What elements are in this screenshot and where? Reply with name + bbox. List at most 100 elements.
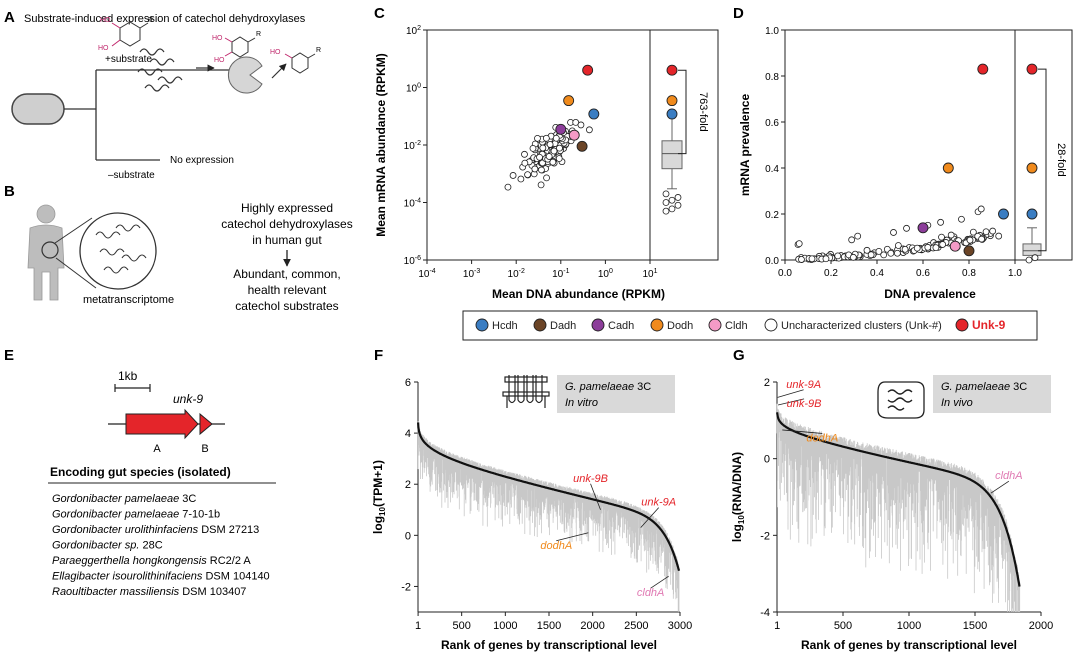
b-text-2: catechol dehydroxylases [221, 217, 352, 231]
y-tick-d: 0.4 [765, 164, 779, 175]
cluster-point [849, 253, 857, 261]
legend-label: Hcdh [492, 320, 518, 332]
cluster-point [517, 175, 525, 183]
x-tick-c: 10-3 [463, 268, 480, 280]
annotation-leader [777, 398, 805, 406]
y-tick-c: 10-2 [404, 140, 421, 152]
intestine-icon [877, 381, 925, 419]
panel-a: A Substrate-induced expression of catech… [4, 9, 321, 181]
metatranscriptome-label: metatranscriptome [83, 294, 174, 306]
cluster-point [556, 144, 563, 152]
legend-label: Dodh [667, 320, 693, 332]
gut-zoom-circle [41, 241, 59, 259]
fold-label-d: 28-fold [1055, 143, 1067, 177]
cluster-point [834, 252, 842, 260]
panel-d: D 0.0 0.2 0.4 0.6 0.8 1.0 0.0 0.2 0.4 0.6 0.8 1.0 DN… [733, 5, 1073, 301]
legend-label: Unk-9 [972, 318, 1006, 332]
panel-e-letter: E [4, 347, 14, 364]
box-outlier [1025, 256, 1033, 264]
y-axis-label: log10(TPM+1) [371, 460, 387, 534]
cluster-point [798, 256, 805, 263]
gene-annotation-dodhA: dodhA [540, 540, 572, 552]
x-axis-label-c: Mean DNA abundance (RPKM) [492, 287, 665, 301]
annotation-leader [777, 389, 804, 398]
x-tick-d: 0.2 [824, 268, 838, 279]
legend-swatch [533, 318, 547, 332]
y-axis-label-d: mRNA prevalence [738, 94, 752, 197]
cluster-point [536, 153, 543, 161]
replicate-range [417, 421, 680, 612]
y-tick: -4 [760, 607, 770, 619]
highlight-point-hcdh [998, 208, 1009, 220]
cluster-point [863, 246, 871, 254]
fold-bracket-c [678, 69, 687, 155]
species-item: Ellagibacter isourolithinifaciens DSM 10… [52, 571, 270, 583]
catechol-molecule-icon [111, 21, 149, 47]
cluster-point [808, 255, 816, 263]
y-tick-c: 100 [406, 83, 421, 95]
cluster-point [989, 227, 997, 235]
highlight-point-cadh [555, 123, 567, 135]
cluster-point [822, 255, 830, 263]
cluster-point [875, 247, 883, 255]
x-axis-label-d: DNA prevalence [884, 287, 976, 301]
x-tick: 1500 [537, 620, 561, 632]
metatranscriptome-circle [79, 212, 157, 290]
species-title: Encoding gut species (isolated) [50, 465, 231, 479]
x-tick: 1 [415, 620, 421, 632]
strain-label: G. pamelaeae 3C [565, 381, 651, 393]
r-label-2: R [256, 31, 261, 38]
x-tick-c: 100 [598, 268, 613, 280]
cluster-point [939, 241, 947, 248]
b-text-6: catechol substrates [235, 299, 338, 313]
y-tick: 2 [405, 479, 411, 491]
cluster-point [982, 228, 990, 236]
cluster-point [521, 159, 529, 167]
panel-b: B metatranscriptome Highly expressed cat… [4, 183, 353, 313]
box-outlier [662, 199, 670, 206]
b-text-4: Abundant, common, [233, 267, 340, 281]
cluster-point [848, 236, 856, 244]
cluster-point [977, 205, 985, 213]
x-tick-d: 1.0 [1008, 268, 1022, 279]
legend-swatch [475, 318, 489, 332]
legend-label: Uncharacterized clusters (Unk-#) [781, 320, 942, 332]
highlight-point-dadh [963, 245, 975, 257]
x-tick: 1000 [493, 620, 517, 632]
x-axis-label: Rank of genes by transcriptional level [801, 638, 1017, 652]
branch-lines [64, 69, 230, 161]
x-tick-d: 0.4 [870, 268, 884, 279]
x-tick-d: 0.8 [962, 268, 976, 279]
annotation-leader [556, 532, 589, 542]
gene-annotation-cldhA: cldhA [995, 470, 1023, 482]
r-label-3: R [316, 47, 321, 54]
fold-bracket-d [1038, 68, 1047, 252]
minus-substrate-label: –substrate [108, 170, 155, 181]
product-molecule-icon [284, 52, 316, 74]
box-point-dodh [1026, 162, 1038, 174]
highlight-point-dodh [563, 95, 575, 107]
gene-a-arrow [125, 408, 199, 440]
gene-annotation-unk-9A: unk-9A [786, 379, 821, 391]
y-tick: 0 [405, 530, 411, 542]
cluster-point [509, 172, 517, 179]
cluster-point [894, 242, 902, 249]
highlight-point-dodh [942, 162, 954, 174]
highlight-point-hcdh [588, 108, 600, 120]
box-outlier [668, 196, 676, 204]
panel-b-letter: B [4, 183, 15, 200]
cluster-point [958, 215, 965, 223]
box-iqr-d [1022, 243, 1042, 256]
y-tick-d: 0.2 [765, 210, 779, 221]
gene-annotation-unk-9B: unk-9B [573, 473, 608, 485]
condition-tag [557, 375, 675, 413]
panel-c-letter: C [374, 5, 385, 22]
cluster-point [504, 183, 512, 191]
rank-curve [417, 422, 681, 572]
panel-g-letter: G [733, 347, 745, 364]
no-expression-label: No expression [170, 155, 234, 166]
condition-label: In vivo [941, 397, 973, 409]
y-tick-c: 10-6 [404, 255, 421, 267]
